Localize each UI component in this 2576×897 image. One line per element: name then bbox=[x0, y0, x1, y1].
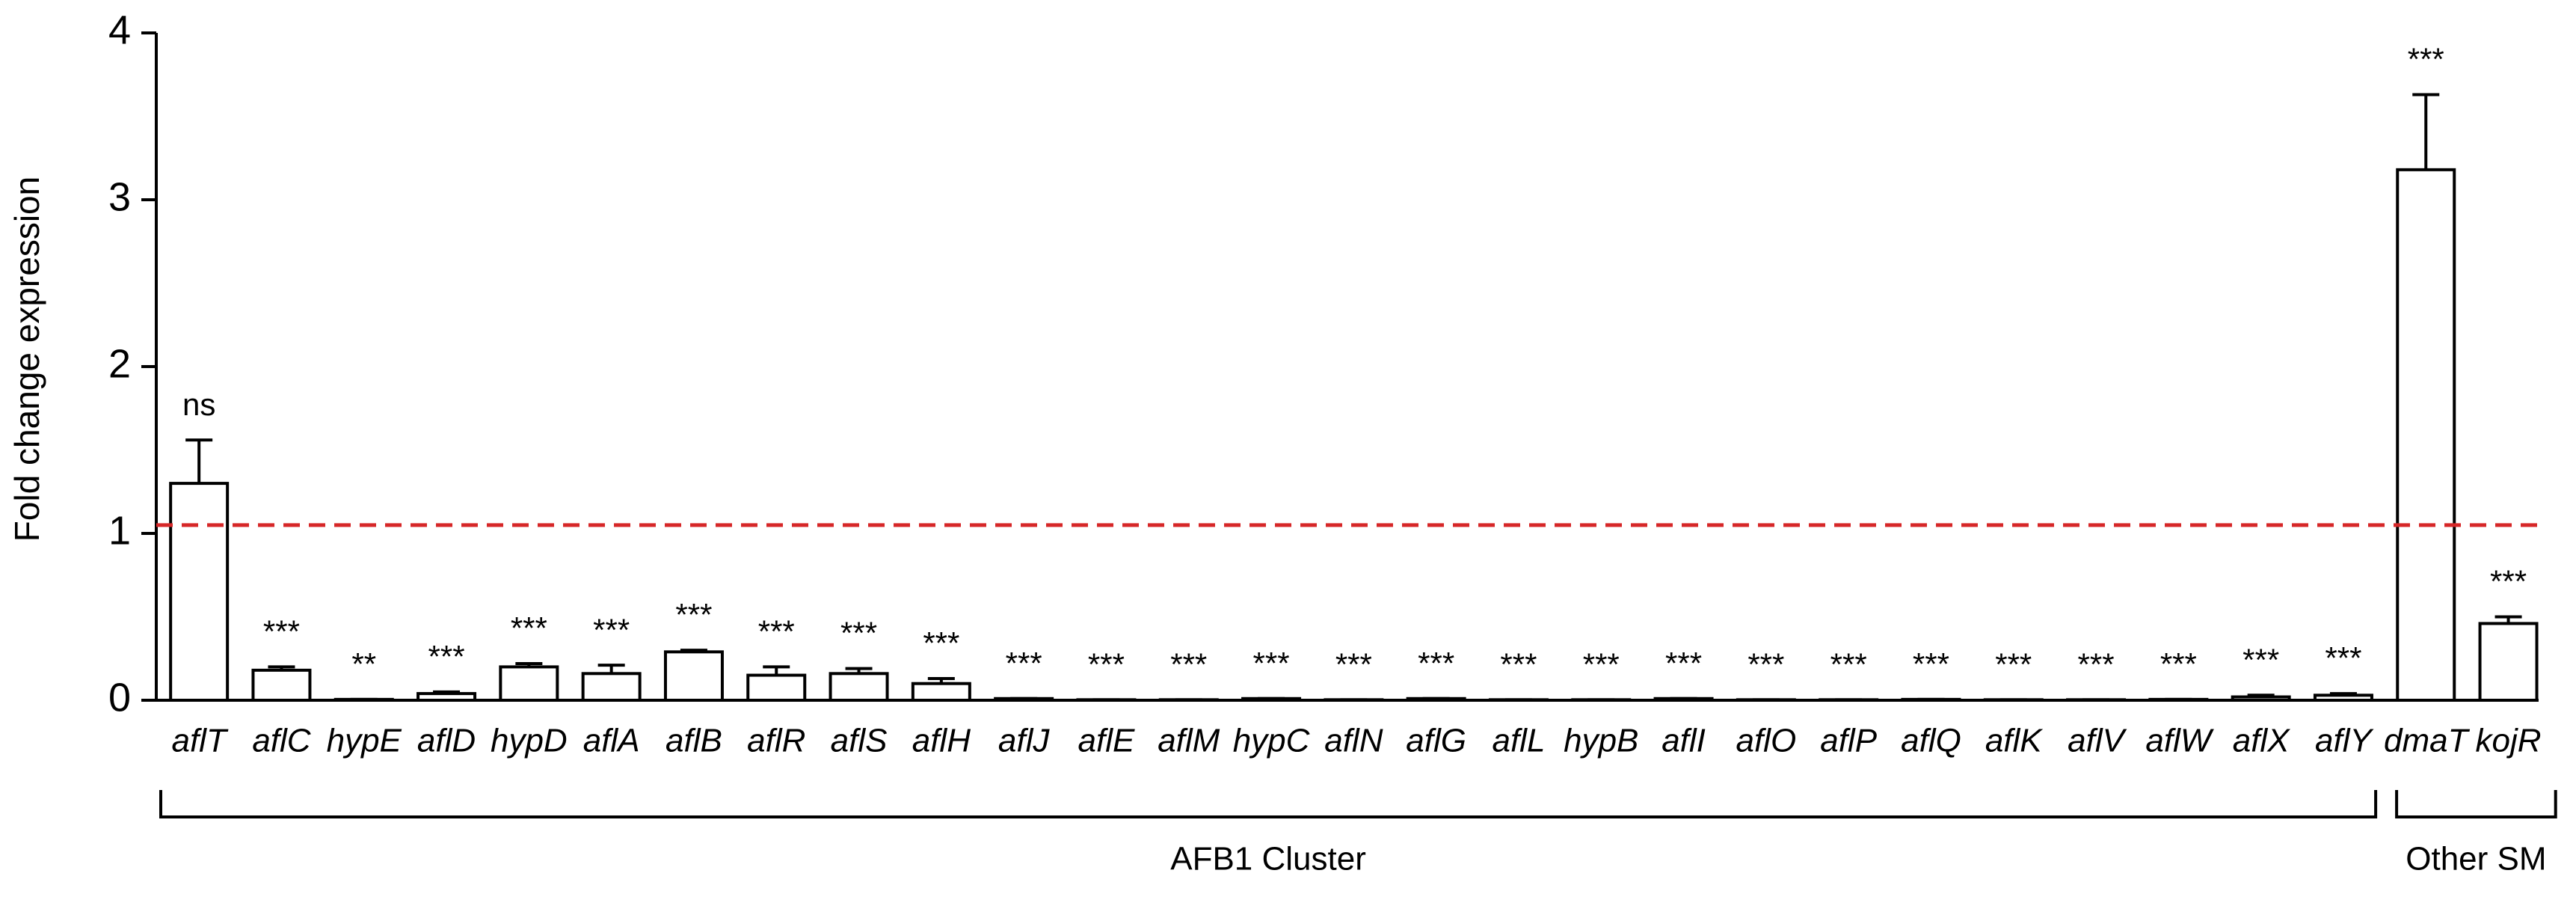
significance-label: *** bbox=[1747, 646, 1784, 682]
bar bbox=[2313, 694, 2373, 702]
bar bbox=[169, 482, 230, 702]
x-tick-label: aflO bbox=[1736, 723, 1796, 759]
bar bbox=[2231, 695, 2291, 702]
x-tick-label: aflL bbox=[1492, 723, 1545, 759]
x-tick-label: aflP bbox=[1820, 723, 1877, 759]
bar bbox=[2478, 622, 2539, 702]
group-bracket bbox=[2395, 790, 2557, 818]
significance-label: *** bbox=[1583, 646, 1620, 682]
x-tick-label: aflQ bbox=[1901, 723, 1961, 759]
y-axis-label: Fold change expression bbox=[7, 177, 46, 542]
significance-label: *** bbox=[2243, 642, 2279, 677]
x-tick-label: aflI bbox=[1662, 723, 1706, 759]
y-tick-label: 4 bbox=[108, 7, 131, 52]
significance-label: *** bbox=[2160, 646, 2197, 682]
bar bbox=[416, 692, 477, 702]
significance-label: *** bbox=[511, 610, 547, 646]
y-tick-label: 2 bbox=[108, 341, 131, 386]
significance-label: *** bbox=[428, 639, 465, 674]
x-tick-label: hypD bbox=[491, 723, 568, 759]
bar bbox=[2396, 168, 2456, 702]
significance-label: *** bbox=[923, 625, 959, 661]
x-tick-label: aflW bbox=[2145, 723, 2213, 759]
x-tick-label: aflT bbox=[171, 723, 228, 759]
x-tick-label: aflN bbox=[1324, 723, 1383, 759]
significance-label: *** bbox=[840, 616, 877, 651]
group-label: AFB1 Cluster bbox=[1170, 841, 1366, 878]
group-label: Other SM bbox=[2406, 841, 2546, 878]
significance-label: *** bbox=[1335, 646, 1372, 682]
x-tick-label: aflB bbox=[665, 723, 722, 759]
x-tick-label: hypB bbox=[1564, 723, 1638, 759]
x-tick-label: aflJ bbox=[998, 723, 1050, 759]
x-tick-label: aflR bbox=[747, 723, 805, 759]
significance-label: *** bbox=[675, 597, 712, 632]
bar bbox=[581, 672, 642, 702]
significance-label: *** bbox=[2078, 646, 2115, 682]
significance-label: *** bbox=[1006, 646, 1042, 681]
x-tick-label: aflH bbox=[912, 723, 971, 759]
significance-label: *** bbox=[1418, 646, 1454, 681]
y-tick-label: 0 bbox=[108, 675, 131, 720]
significance-label: *** bbox=[593, 612, 630, 647]
x-tick-label: aflY bbox=[2315, 723, 2373, 759]
x-tick-label: aflA bbox=[583, 723, 640, 759]
bar bbox=[663, 650, 724, 702]
significance-label: ** bbox=[351, 646, 376, 682]
significance-label: *** bbox=[1088, 646, 1125, 682]
group-bracket bbox=[159, 790, 2378, 818]
x-tick-label: aflK bbox=[1985, 723, 2043, 759]
bar bbox=[829, 672, 889, 702]
x-tick-label: aflX bbox=[2233, 723, 2290, 759]
bar bbox=[499, 665, 559, 702]
significance-label: *** bbox=[2490, 564, 2527, 599]
x-tick-label: aflE bbox=[1078, 723, 1135, 759]
x-tick-label: dmaT bbox=[2384, 723, 2471, 759]
y-tick-label: 1 bbox=[108, 508, 131, 553]
significance-label: *** bbox=[1995, 646, 2032, 682]
significance-label: *** bbox=[1665, 646, 1702, 681]
x-tick-label: aflV bbox=[2068, 723, 2127, 759]
y-tick-label: 3 bbox=[108, 174, 131, 219]
bar bbox=[746, 673, 807, 702]
significance-label: *** bbox=[758, 613, 795, 649]
x-tick-label: kojR bbox=[2476, 723, 2542, 759]
x-tick-label: hypE bbox=[327, 723, 402, 759]
significance-label: *** bbox=[1830, 646, 1867, 682]
significance-label: *** bbox=[1253, 646, 1290, 681]
significance-label: *** bbox=[2325, 640, 2361, 676]
x-tick-label: aflD bbox=[417, 723, 476, 759]
significance-label: ns bbox=[182, 387, 215, 422]
x-tick-label: hypC bbox=[1233, 723, 1311, 759]
bar bbox=[251, 668, 312, 702]
significance-label: *** bbox=[1500, 646, 1537, 682]
bar bbox=[911, 682, 971, 702]
significance-label: *** bbox=[263, 613, 300, 649]
x-tick-label: aflM bbox=[1158, 723, 1220, 759]
significance-label: *** bbox=[1170, 646, 1207, 682]
x-tick-label: aflS bbox=[831, 723, 888, 759]
x-tick-label: aflC bbox=[252, 723, 311, 759]
significance-label: *** bbox=[1913, 646, 1949, 682]
significance-label: *** bbox=[2408, 42, 2444, 77]
x-tick-label: aflG bbox=[1406, 723, 1466, 759]
